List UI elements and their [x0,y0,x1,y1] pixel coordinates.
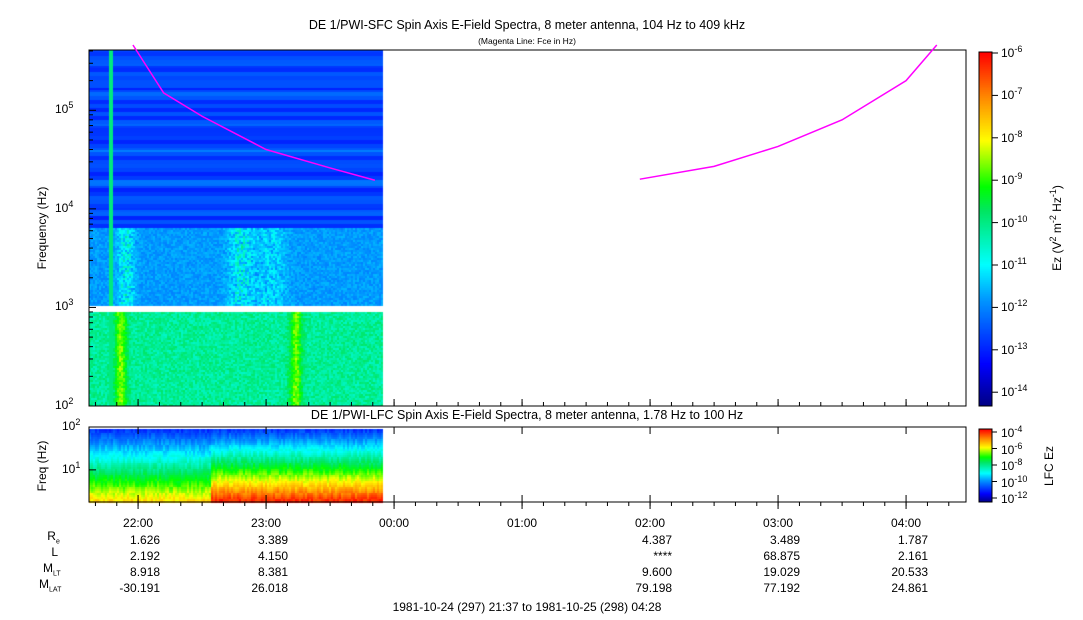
ephemeris-value: 26.018 [251,581,289,595]
time-range-label: 1981-10-24 (297) 21:37 to 1981-10-25 (29… [392,600,662,614]
y-tick-label: 103 [55,297,74,314]
ephemeris-value: 2.161 [898,549,929,563]
colorbar-tick-label: 10-4 [1001,424,1023,440]
top-colorbar-label: Ez (V2 m-2 Hz-1) [1048,185,1064,271]
colorbar-tick-label: 10-10 [1001,473,1028,490]
y-tick-label: 101 [62,459,81,476]
top-panel-subtitle: (Magenta Line: Fce in Hz) [478,36,576,46]
colorbar-tick-label: 10-6 [1001,440,1023,457]
colorbar-tick-label: 10-13 [1001,340,1028,357]
ephemeris-value: 1.626 [130,533,161,547]
ephemeris-row-label: L [51,545,58,559]
colorbar-tick-label: 10-9 [1001,171,1023,188]
fce-line-segment [132,44,376,181]
bottom-plot-frame [88,426,967,503]
y-tick-label: 102 [55,396,74,412]
x-tick-label: 01:00 [507,516,538,530]
x-tick-label: 03:00 [763,516,794,530]
ephemeris-row-label: MLAT [39,577,62,594]
x-tick-label: 00:00 [379,516,410,530]
ephemeris-value: 2.192 [130,549,161,563]
y-tick-label: 102 [62,417,81,433]
ephemeris-value: 20.533 [891,565,929,579]
ephemeris-value: 4.150 [258,549,289,563]
colorbar-tick-label: 10-12 [1001,298,1028,315]
ephemeris-value: 4.387 [642,533,673,547]
ephemeris-value: 19.029 [763,565,801,579]
fce-line-segment [639,44,938,180]
ephemeris-row-label: MLT [42,561,61,578]
ephemeris-value: 24.861 [891,581,929,595]
ephemeris-value: 79.198 [635,581,673,595]
ephemeris-value: 8.918 [130,565,161,579]
ephemeris-value: -30.191 [119,581,161,595]
bottom-y-axis-label: Freq (Hz) [35,440,49,492]
ephemeris-value: 1.787 [898,533,929,547]
top-panel-title: DE 1/PWI-SFC Spin Axis E-Field Spectra, … [308,18,746,32]
colorbar-tick-label: 10-8 [1001,457,1023,473]
top-colorbar-frame [978,51,993,407]
colorbar-tick-label: 10-6 [1001,44,1023,60]
ephemeris-row-label: Re [47,529,60,546]
x-tick-label: 22:00 [123,516,154,530]
x-tick-label: 02:00 [635,516,666,530]
y-tick-label: 104 [55,198,74,215]
bottom-panel-title: DE 1/PWI-LFC Spin Axis E-Field Spectra, … [310,408,744,422]
ephemeris-value: 68.875 [763,549,801,563]
ephemeris-value: 77.192 [763,581,801,595]
colorbar-tick-label: 10-12 [1001,490,1028,506]
colorbar-tick-label: 10-10 [1001,213,1028,230]
colorbar-tick-label: 10-14 [1001,383,1028,400]
top-plot-frame [88,49,967,407]
ephemeris-value: **** [653,549,673,563]
y-tick-label: 105 [55,100,74,117]
colorbar-tick-label: 10-8 [1001,128,1023,145]
colorbar-tick-label: 10-11 [1001,256,1027,272]
bottom-colorbar-label: LFC Ez [1042,445,1056,487]
ephemeris-value: 3.389 [258,533,289,547]
colorbar-tick-label: 10-7 [1001,86,1023,103]
x-tick-label: 23:00 [251,516,282,530]
ephemeris-value: 3.489 [770,533,801,547]
x-tick-label: 04:00 [891,516,922,530]
ephemeris-value: 9.600 [642,565,673,579]
top-y-axis-label: Frequency (Hz) [35,186,49,270]
ephemeris-value: 8.381 [258,565,289,579]
bottom-colorbar-frame [978,428,993,503]
